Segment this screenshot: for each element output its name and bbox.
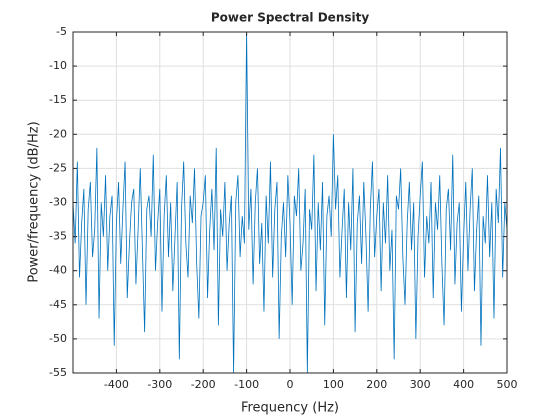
x-tick-label: 400 bbox=[453, 378, 474, 391]
x-tick-label: -400 bbox=[104, 378, 129, 391]
y-tick-label: -30 bbox=[49, 196, 67, 209]
x-tick-label: -100 bbox=[234, 378, 259, 391]
x-axis-label: Frequency (Hz) bbox=[241, 401, 339, 416]
y-tick-label: -50 bbox=[49, 332, 67, 345]
y-axis-label: Power/frequency (dB/Hz) bbox=[27, 121, 42, 282]
chart-title: Power Spectral Density bbox=[211, 11, 370, 25]
y-tick-label: -35 bbox=[49, 230, 67, 243]
x-tick-label: -300 bbox=[147, 378, 172, 391]
y-tick-label: -10 bbox=[49, 59, 67, 72]
x-tick-label: 300 bbox=[410, 378, 431, 391]
y-tick-label: -15 bbox=[49, 93, 67, 106]
y-tick-label: -25 bbox=[49, 161, 67, 174]
y-tick-label: -55 bbox=[49, 366, 67, 379]
x-tick-label: 0 bbox=[287, 378, 294, 391]
x-tick-label: 100 bbox=[323, 378, 344, 391]
y-tick-label: -20 bbox=[49, 127, 67, 140]
y-tick-label: -40 bbox=[49, 264, 67, 277]
y-tick-label: -5 bbox=[56, 25, 67, 38]
psd-line bbox=[72, 31, 508, 374]
y-tick-label: -45 bbox=[49, 298, 67, 311]
x-tick-label: -200 bbox=[191, 378, 216, 391]
x-tick-label: 500 bbox=[497, 378, 518, 391]
x-tick-label: 200 bbox=[366, 378, 387, 391]
